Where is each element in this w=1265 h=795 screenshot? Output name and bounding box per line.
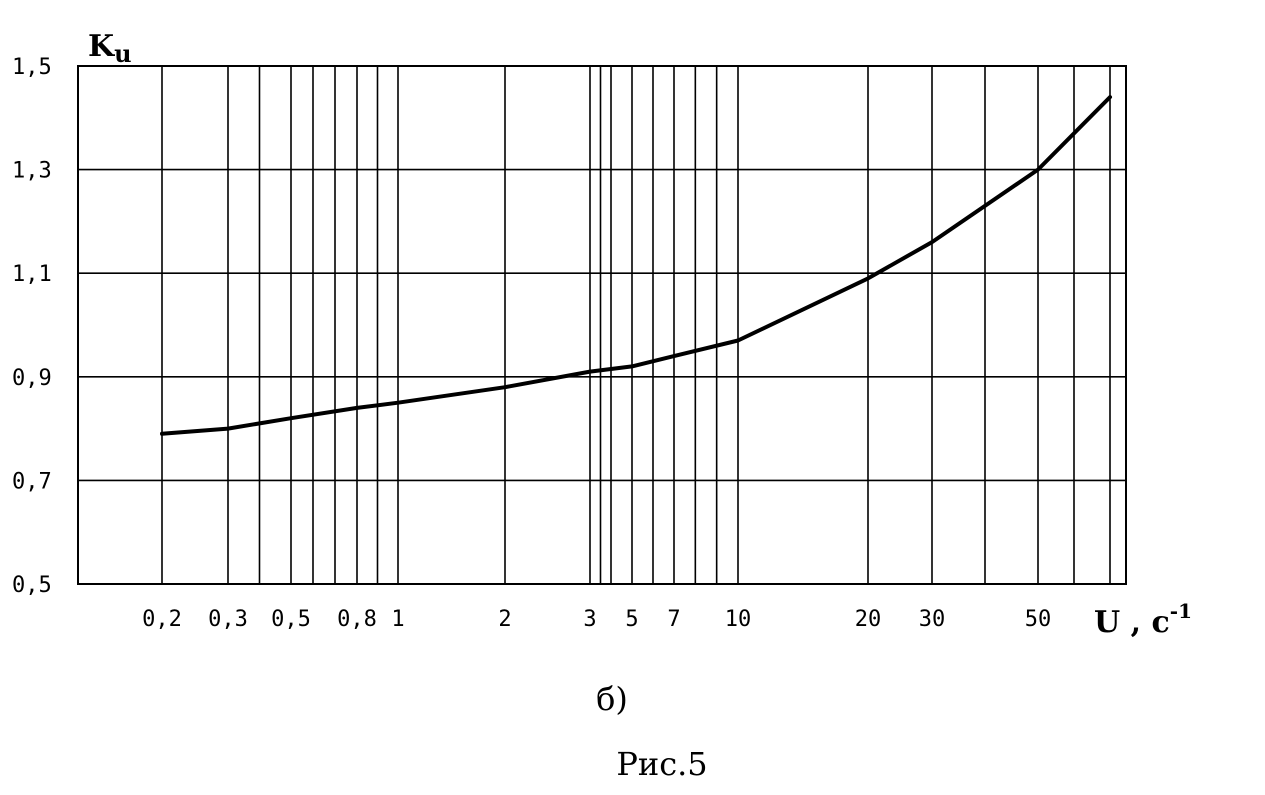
y-tick-label: 0,7 <box>12 469 52 494</box>
subfigure-label: б) <box>596 680 628 718</box>
y-tick-label: 0,5 <box>12 573 52 598</box>
y-tick-label: 1,1 <box>12 262 52 287</box>
x-tick-label: 20 <box>855 607 882 632</box>
x-tick-label: 10 <box>725 607 752 632</box>
x-tick-label: 3 <box>583 607 596 632</box>
y-tick-labels: 1,5 1,3 1,1 0,9 0,7 0,5 <box>12 55 52 598</box>
x-tick-label: 0,5 <box>271 607 311 632</box>
series-line <box>160 95 1112 436</box>
x-axis-title: U , c-1 <box>1094 599 1192 640</box>
x-tick-label: 1 <box>391 607 404 632</box>
plot-frame <box>77 65 1127 585</box>
grid <box>78 65 1126 585</box>
y-axis-title: Ku <box>88 29 132 68</box>
x-tick-label: 50 <box>1025 607 1052 632</box>
x-tick-label: 30 <box>919 607 946 632</box>
x-tick-label: 0,3 <box>208 607 248 632</box>
y-tick-label: 0,9 <box>12 366 52 391</box>
x-tick-label: 2 <box>498 607 511 632</box>
x-tick-label: 7 <box>667 607 680 632</box>
figure-caption: Рис.5 <box>616 745 707 783</box>
x-tick-label: 0,8 <box>337 607 377 632</box>
x-tick-label: 5 <box>625 607 638 632</box>
x-tick-label: 0,2 <box>142 607 182 632</box>
x-tick-labels: 0,2 0,3 0,5 0,8 1 2 3 5 7 10 20 30 50 <box>142 607 1051 632</box>
y-tick-label: 1,3 <box>12 159 52 184</box>
y-tick-label: 1,5 <box>12 55 52 80</box>
